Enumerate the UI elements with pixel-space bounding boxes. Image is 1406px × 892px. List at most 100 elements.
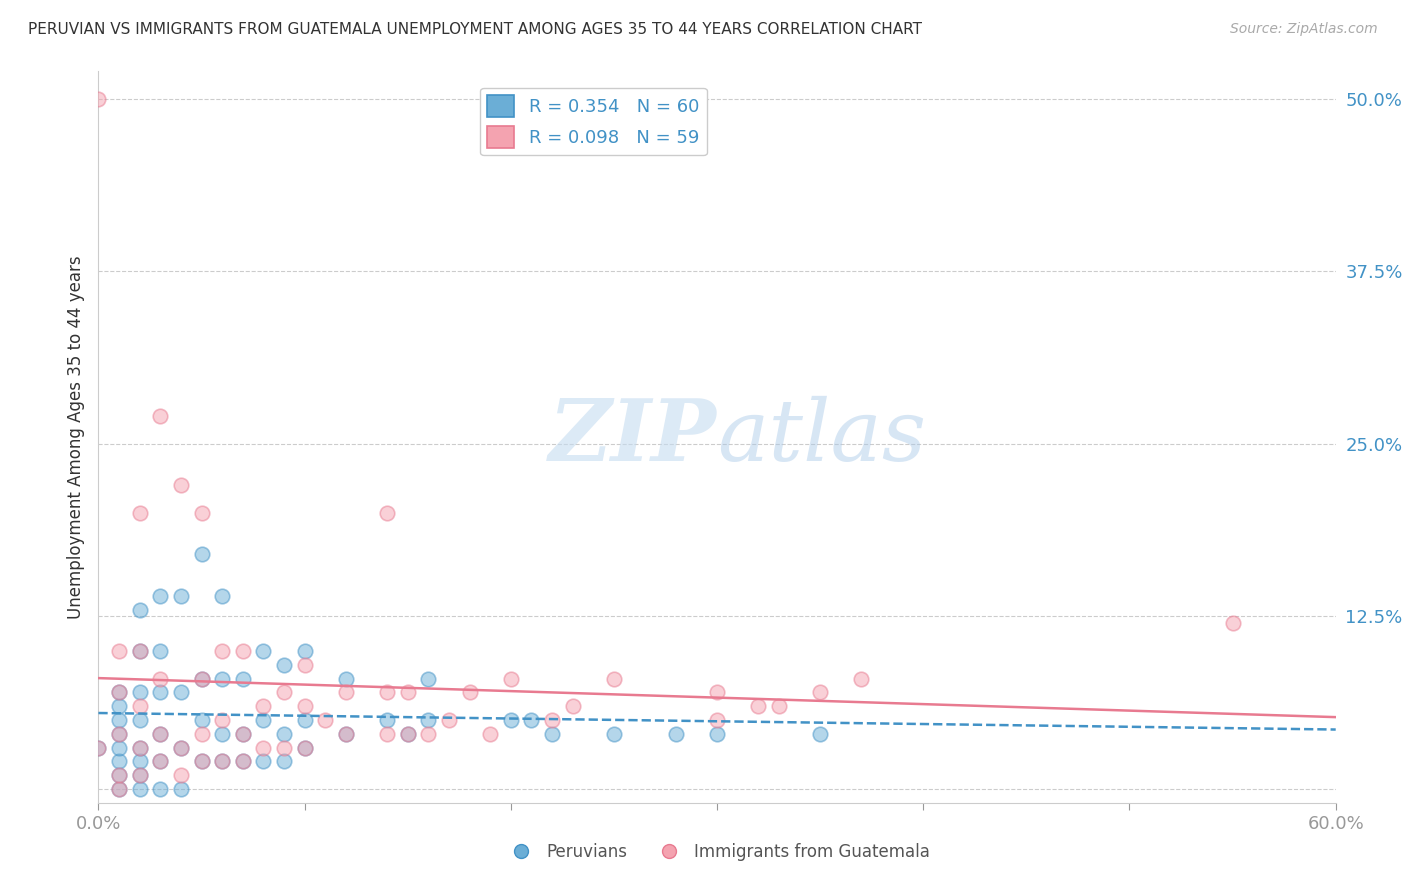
Point [128,740,150,755]
Point [149,685,172,699]
Point [747,699,769,714]
Point [190,713,212,727]
Point [252,713,274,727]
Y-axis label: Unemployment Among Ages 35 to 44 years: Unemployment Among Ages 35 to 44 years [66,255,84,619]
Point [273,685,295,699]
Point [335,672,357,686]
Point [294,740,316,755]
Point [335,727,357,741]
Point [108,782,131,797]
Text: PERUVIAN VS IMMIGRANTS FROM GUATEMALA UNEMPLOYMENT AMONG AGES 35 TO 44 YEARS COR: PERUVIAN VS IMMIGRANTS FROM GUATEMALA UN… [28,22,922,37]
Point [232,755,254,769]
Point [706,727,728,741]
Point [108,755,131,769]
Point [128,506,150,520]
Point [128,740,150,755]
Point [190,672,212,686]
Point [561,699,583,714]
Point [128,713,150,727]
Text: atlas: atlas [717,396,927,478]
Point [252,755,274,769]
Point [851,672,873,686]
Point [128,755,150,769]
Point [170,740,193,755]
Point [149,782,172,797]
Point [252,740,274,755]
Point [808,685,831,699]
Point [499,672,522,686]
Point [768,699,790,714]
Point [108,713,131,727]
Point [294,740,316,755]
Point [170,685,193,699]
Point [232,644,254,658]
Point [128,644,150,658]
Point [479,727,502,741]
Point [108,782,131,797]
Point [232,755,254,769]
Point [335,685,357,699]
Point [252,699,274,714]
Point [108,727,131,741]
Point [252,644,274,658]
Point [211,672,233,686]
Point [108,740,131,755]
Point [375,685,398,699]
Point [232,727,254,741]
Point [149,755,172,769]
Point [170,478,193,492]
Point [108,727,131,741]
Point [418,672,440,686]
Point [87,92,110,106]
Text: ZIP: ZIP [550,395,717,479]
Point [294,657,316,672]
Point [128,768,150,782]
Legend: Peruvians, Immigrants from Guatemala: Peruvians, Immigrants from Guatemala [498,837,936,868]
Point [149,755,172,769]
Point [273,740,295,755]
Point [87,740,110,755]
Point [170,768,193,782]
Point [190,672,212,686]
Point [149,727,172,741]
Point [294,713,316,727]
Point [108,644,131,658]
Point [232,672,254,686]
Point [499,713,522,727]
Point [149,644,172,658]
Point [149,672,172,686]
Point [170,782,193,797]
Point [665,727,688,741]
Point [211,713,233,727]
Point [108,699,131,714]
Point [706,713,728,727]
Point [418,713,440,727]
Point [541,727,564,741]
Point [314,713,336,727]
Point [458,685,481,699]
Point [149,589,172,603]
Point [418,727,440,741]
Point [335,727,357,741]
Point [211,589,233,603]
Point [190,548,212,562]
Point [128,644,150,658]
Point [375,506,398,520]
Point [294,644,316,658]
Point [211,727,233,741]
Point [108,685,131,699]
Point [437,713,460,727]
Point [396,727,419,741]
Point [396,727,419,741]
Point [128,685,150,699]
Point [232,727,254,741]
Point [1222,616,1244,631]
Point [294,699,316,714]
Point [375,713,398,727]
Point [190,755,212,769]
Point [603,727,626,741]
Point [190,506,212,520]
Point [108,768,131,782]
Point [273,755,295,769]
Point [149,727,172,741]
